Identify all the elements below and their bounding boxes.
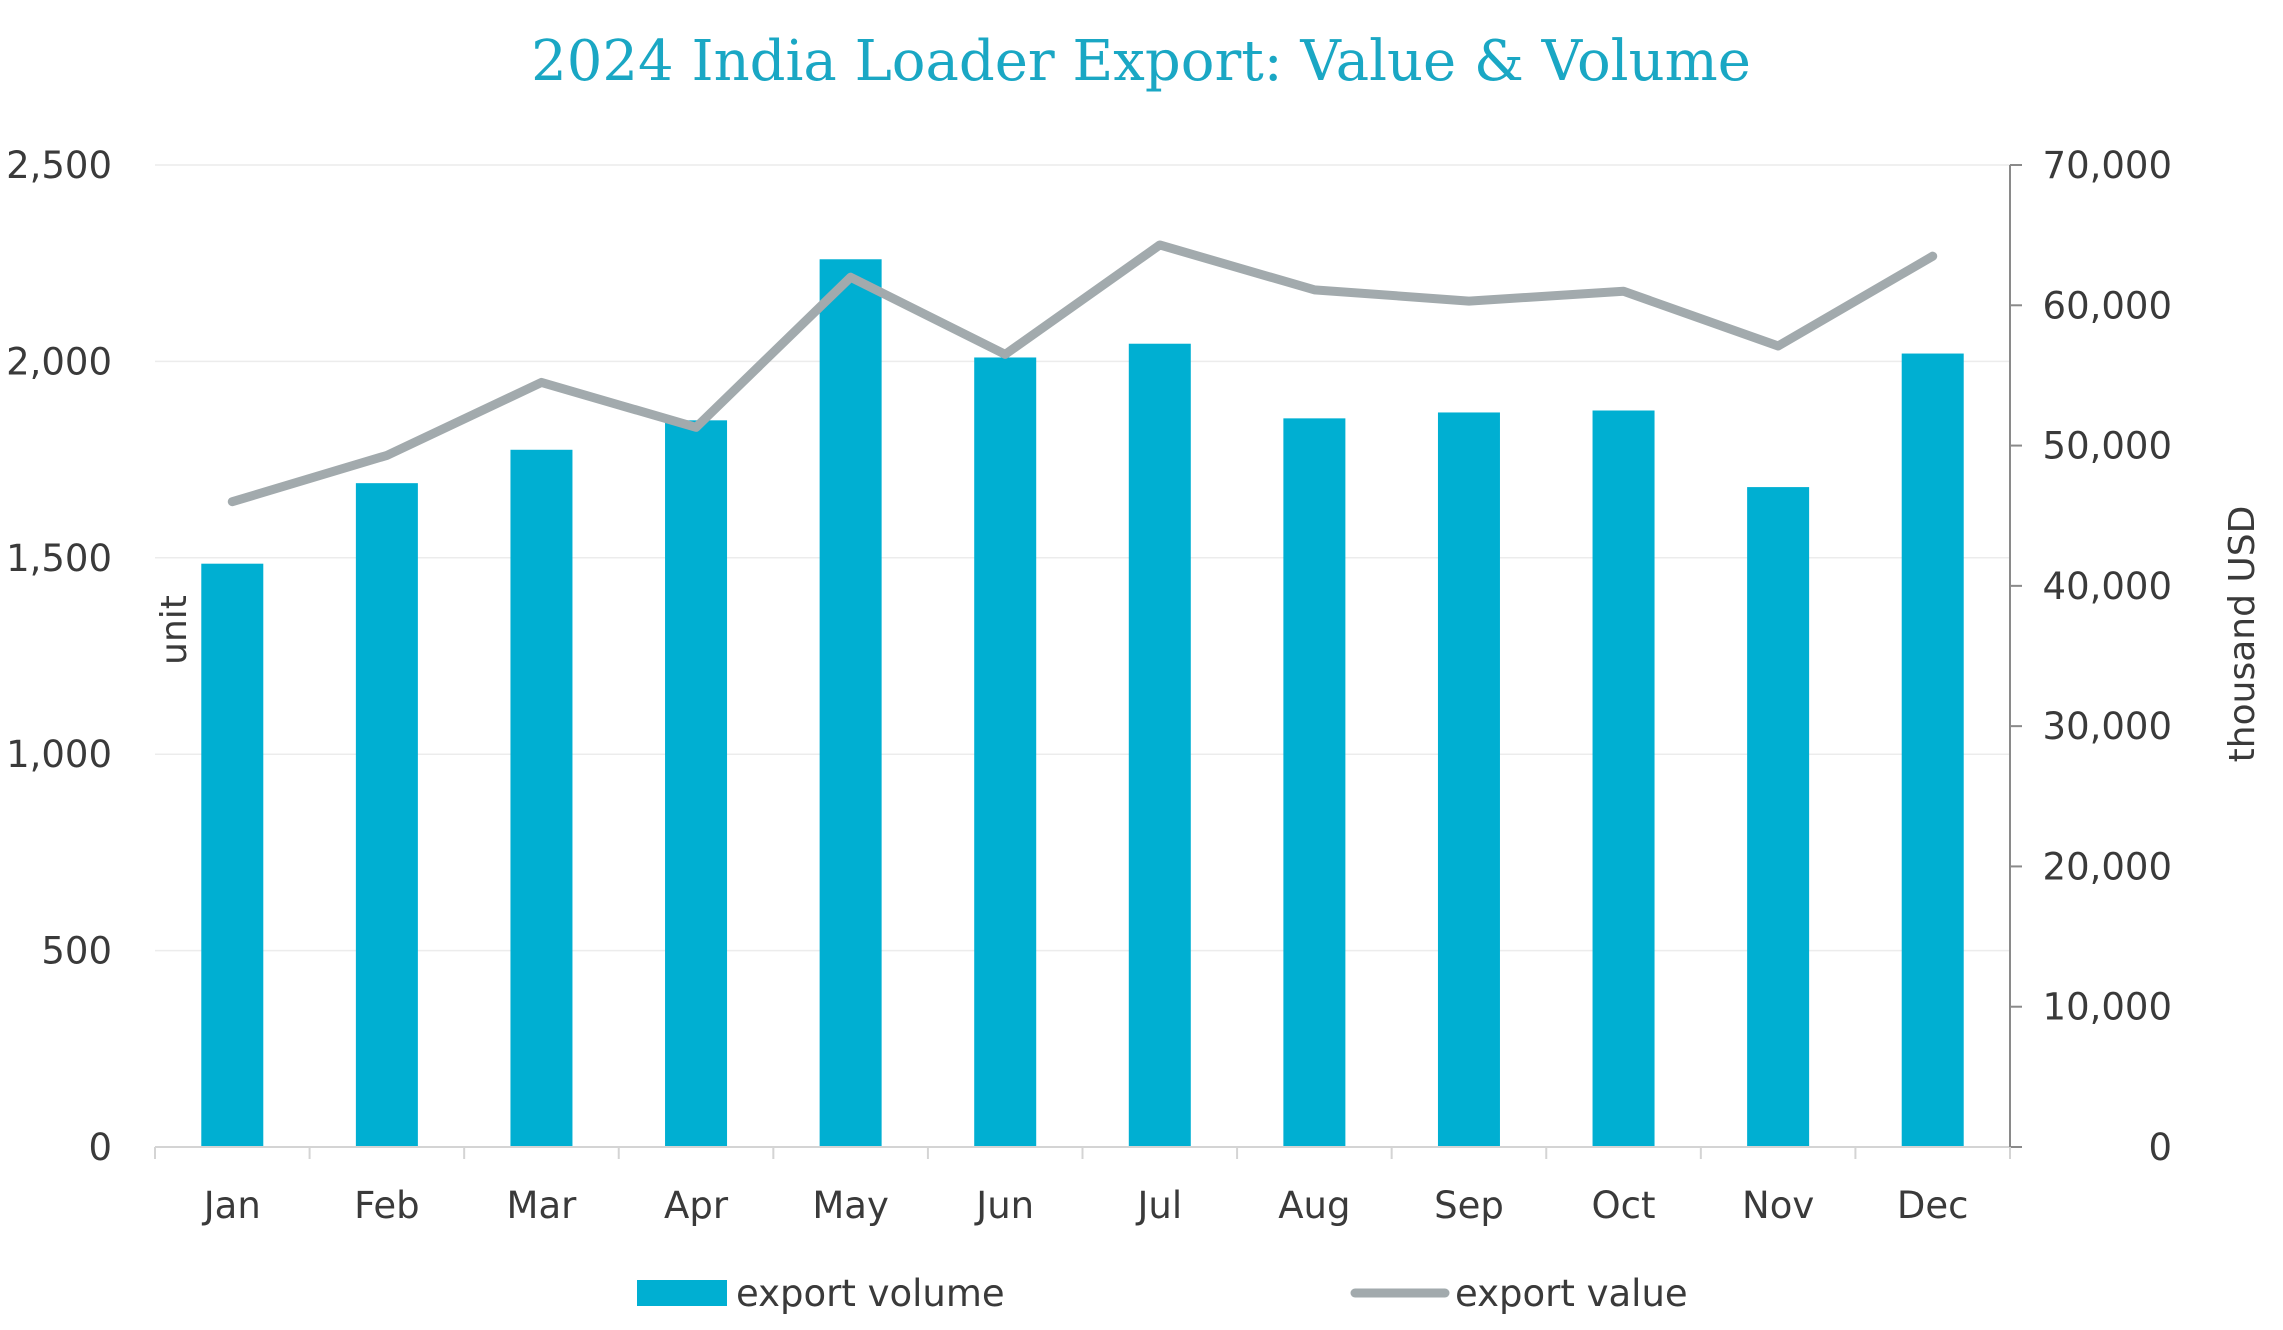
right-axis-ticks: 0 10,000 20,000 30,000 40,000 50,000 60,000 70,… [2043,144,2172,1169]
x-tick-label: Jan [202,1184,261,1227]
bar-export-volume [1747,487,1810,1147]
bars [201,259,1964,1148]
line-export-value [227,240,1938,507]
right-tick-label: 30,000 [2043,705,2172,748]
right-tick-label: 70,000 [2043,144,2172,187]
x-tick-label: Jul [1135,1184,1182,1227]
x-tick-label: Feb [354,1184,420,1227]
left-tick-label: 2,000 [6,340,112,383]
right-tick-label: 0 [2148,1126,2172,1169]
x-tick-label: Mar [507,1184,578,1227]
left-axis-ticks: 0 500 1,000 1,500 2,000 2,500 [6,144,112,1169]
right-axis-title: thousand USD [2222,506,2263,763]
bar-export-volume [819,259,882,1148]
gridlines [155,164,2010,952]
bar-export-volume [1592,410,1655,1147]
chart-title: 2024 India Loader Export: Value & Volume [531,29,1751,94]
x-axis-ticks: Jan Feb Mar Apr May Jun Jul Aug Sep Oct Nov Dec [202,1184,1969,1227]
legend-label-export-volume: export volume [736,1272,1005,1315]
left-tick-label: 2,500 [6,144,112,187]
bar-export-volume [510,449,573,1147]
axes [154,164,2022,1159]
legend: export volume export value [637,1272,1688,1315]
right-tick-label: 50,000 [2043,425,2172,468]
x-tick-label: Oct [1592,1184,1656,1227]
left-tick-label: 500 [41,930,112,973]
bar-export-volume [1901,353,1964,1147]
bar-export-volume [1128,343,1191,1147]
right-tick-label: 60,000 [2043,284,2172,327]
right-tick-label: 10,000 [2043,986,2172,1029]
x-tick-label: Apr [664,1184,729,1227]
bar-export-volume [1437,412,1500,1147]
bar-export-volume [355,483,418,1148]
legend-swatch-export-volume [637,1280,727,1306]
x-tick-label: Dec [1897,1184,1969,1227]
bar-export-volume [665,420,728,1147]
bar-export-volume [974,357,1037,1147]
left-axis-title: unit [154,595,195,665]
x-tick-label: Nov [1742,1184,1814,1227]
left-tick-label: 0 [88,1126,112,1169]
value-line [227,240,1938,507]
x-tick-label: Jun [974,1184,1034,1227]
right-tick-label: 20,000 [2043,845,2172,888]
bar-export-volume [1283,418,1346,1148]
left-tick-label: 1,500 [6,537,112,580]
x-tick-label: Aug [1278,1184,1350,1227]
x-tick-label: Sep [1434,1184,1504,1227]
legend-label-export-value: export value [1455,1272,1688,1315]
x-tick-label: May [812,1184,889,1227]
left-tick-label: 1,000 [6,733,112,776]
right-tick-label: 40,000 [2043,565,2172,608]
bar-export-volume [201,563,264,1147]
